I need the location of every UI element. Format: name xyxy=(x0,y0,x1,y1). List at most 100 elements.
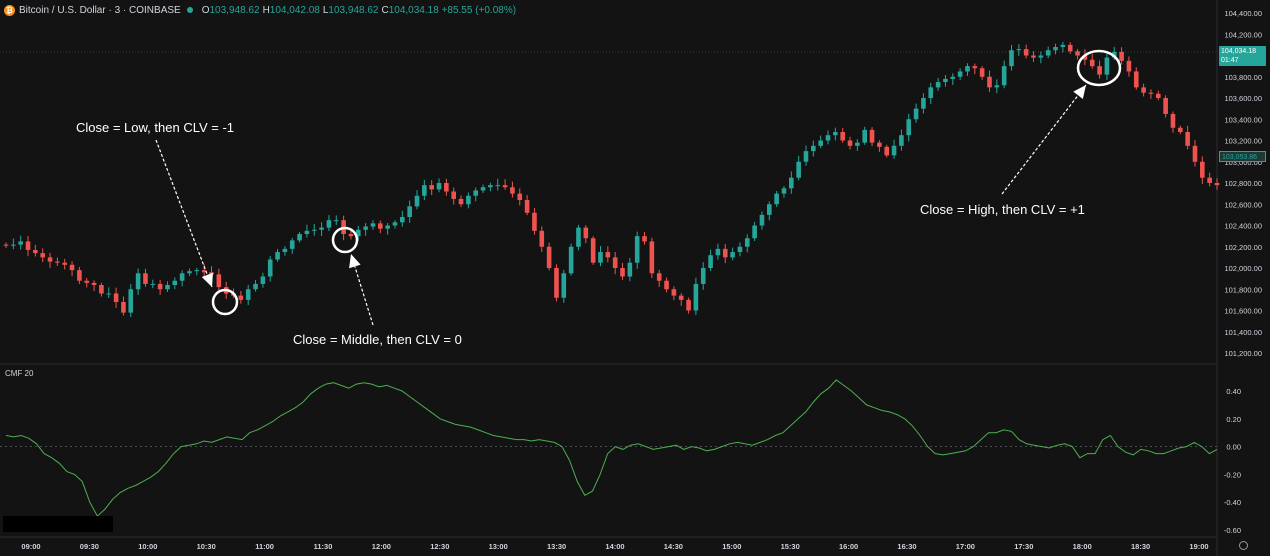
price-axis-tick: 103,800.00 xyxy=(1224,73,1262,82)
candle-body xyxy=(143,273,148,284)
candle-body xyxy=(789,177,794,189)
candle-body xyxy=(642,236,647,242)
candle-body xyxy=(825,135,831,141)
candle-body xyxy=(1001,66,1007,86)
time-axis-tick: 12:30 xyxy=(430,542,449,551)
candle-body xyxy=(774,193,779,205)
time-axis-tick: 17:00 xyxy=(956,542,975,551)
candle-body xyxy=(1185,132,1190,146)
candle-body xyxy=(605,252,611,258)
price-axis-tick: 101,200.00 xyxy=(1224,349,1262,358)
candle-body xyxy=(877,142,882,147)
candle-body xyxy=(1126,60,1132,72)
ohlc-value: 104,042.08 xyxy=(269,4,320,16)
time-axis-tick: 13:00 xyxy=(489,542,508,551)
candle-body xyxy=(891,145,897,156)
time-axis-tick: 17:30 xyxy=(1014,542,1033,551)
price-axis-tick: 102,600.00 xyxy=(1224,200,1262,209)
candle-body xyxy=(1045,50,1051,56)
time-axis-tick: 10:30 xyxy=(197,542,216,551)
candle-body xyxy=(686,299,691,311)
candle-body xyxy=(165,285,170,290)
candle-body xyxy=(113,293,119,302)
price-axis-tick: 104,400.00 xyxy=(1224,9,1262,18)
cmf-axis-tick: -0.20 xyxy=(1224,470,1241,479)
ohlc-key: O xyxy=(201,4,210,16)
time-axis-tick: 12:00 xyxy=(372,542,391,551)
candle-body xyxy=(77,270,82,281)
price-axis-tick: 102,200.00 xyxy=(1224,243,1262,252)
candle-body xyxy=(150,283,156,285)
price-axis-tick: 103,200.00 xyxy=(1224,137,1262,146)
candle-body xyxy=(510,187,515,194)
price-axis-tick: 104,200.00 xyxy=(1224,30,1262,39)
cmf-indicator-label[interactable]: CMF 20 xyxy=(5,369,34,378)
candle-body xyxy=(671,289,677,296)
candle-body xyxy=(3,244,9,246)
candle-body xyxy=(1097,66,1102,75)
candle-body xyxy=(451,191,457,199)
candle-body xyxy=(752,225,757,239)
candle-body xyxy=(33,249,38,254)
price-axis-tick: 101,800.00 xyxy=(1224,285,1262,294)
price-axis-tick: 102,800.00 xyxy=(1224,179,1262,188)
candle-body xyxy=(480,187,486,191)
candle-body xyxy=(84,280,90,283)
candle-body xyxy=(576,227,581,247)
candle-body xyxy=(282,248,288,253)
candle-body xyxy=(238,295,244,300)
candle-body xyxy=(1119,51,1124,61)
candle-body xyxy=(957,71,963,77)
candle-body xyxy=(649,241,655,274)
candle-body xyxy=(429,185,434,190)
time-axis-tick: 11:30 xyxy=(314,542,333,551)
time-axis-tick: 15:30 xyxy=(781,542,800,551)
annotation-low: Close = Low, then CLV = -1 xyxy=(76,120,235,135)
candle-body xyxy=(994,85,1000,88)
candle-body xyxy=(55,261,60,263)
candle-body xyxy=(473,190,479,196)
candle-body xyxy=(950,76,956,79)
symbol-title[interactable]: Bitcoin / U.S. Dollar · 3 · COINBASE xyxy=(19,4,181,16)
redaction-box xyxy=(3,516,113,532)
price-axis-tick: 102,400.00 xyxy=(1224,222,1262,231)
ohlc-key: L xyxy=(322,4,329,16)
candle-body xyxy=(921,98,926,109)
annotation-arrow-high-head xyxy=(1073,85,1086,99)
settings-icon[interactable] xyxy=(1239,541,1248,550)
candle-body xyxy=(583,227,589,239)
candle-body xyxy=(128,289,134,313)
cmf-axis-tick: 0.20 xyxy=(1226,415,1241,424)
candle-body xyxy=(267,259,273,277)
candle-body xyxy=(517,193,523,200)
candle-body xyxy=(1192,145,1198,162)
candle-body xyxy=(1200,161,1205,178)
candle-body xyxy=(488,185,493,188)
candle-body xyxy=(1207,177,1212,183)
candle-body xyxy=(355,229,361,237)
candle-body xyxy=(260,276,266,284)
time-axis-tick: 09:30 xyxy=(80,542,99,551)
cmf-axis-tick: 0.40 xyxy=(1226,387,1241,396)
candle-body xyxy=(11,244,16,246)
candle-body xyxy=(319,227,324,230)
candle-body xyxy=(524,200,530,213)
candle-body xyxy=(253,283,258,290)
candle-body xyxy=(311,229,317,231)
candle-body xyxy=(532,212,537,231)
candle-body xyxy=(554,268,559,298)
candle-body xyxy=(40,253,45,258)
candle-body xyxy=(693,283,699,311)
price-axis-tick: 101,400.00 xyxy=(1224,328,1262,337)
candle-body xyxy=(979,68,985,77)
candle-body xyxy=(1038,55,1044,58)
candle-body xyxy=(458,198,464,205)
candle-body xyxy=(91,282,97,285)
annotation-arrow-low-head xyxy=(201,272,213,287)
candle-body xyxy=(811,145,816,152)
candle-body xyxy=(847,140,853,146)
candle-body xyxy=(216,274,222,288)
candle-body xyxy=(1141,87,1146,93)
candle-body xyxy=(678,295,684,300)
